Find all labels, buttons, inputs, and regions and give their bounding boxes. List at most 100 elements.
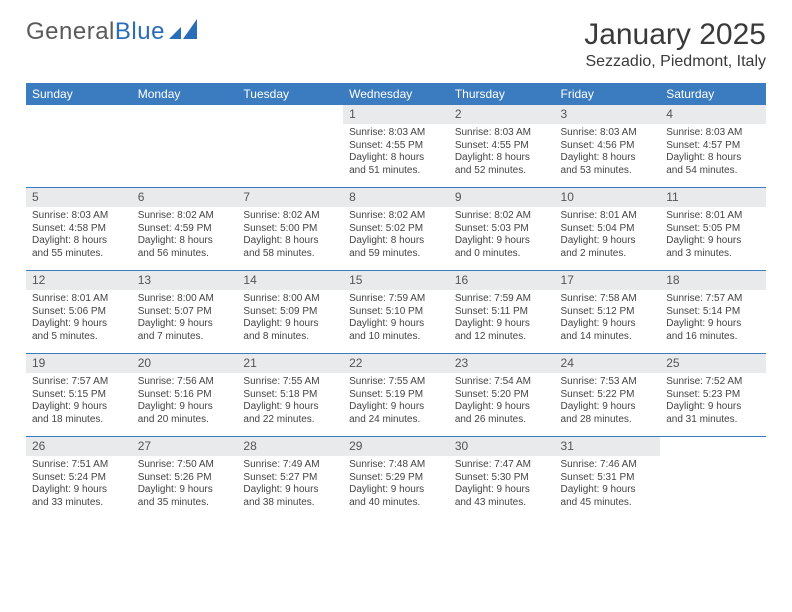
day-info: Sunrise: 8:01 AMSunset: 5:05 PMDaylight:… [660, 207, 766, 270]
daylight-text: Daylight: 9 hours [32, 401, 126, 414]
day-info: Sunrise: 7:59 AMSunset: 5:11 PMDaylight:… [449, 290, 555, 353]
day-number: 7 [237, 188, 343, 207]
page-header: GeneralBlue January 2025 Sezzadio, Piedm… [26, 18, 766, 71]
sunrise-text: Sunrise: 8:03 AM [455, 127, 549, 140]
sunrise-text: Sunrise: 7:58 AM [561, 293, 655, 306]
sunrise-text: Sunrise: 7:54 AM [455, 376, 549, 389]
day-number: 14 [237, 271, 343, 290]
sunset-text: Sunset: 4:57 PM [666, 140, 760, 153]
day-info: Sunrise: 8:00 AMSunset: 5:07 PMDaylight:… [132, 290, 238, 353]
day-cell: 12Sunrise: 8:01 AMSunset: 5:06 PMDayligh… [26, 271, 132, 354]
daylight-text: and 10 minutes. [349, 331, 443, 344]
day-cell [26, 105, 132, 188]
week-row: 26Sunrise: 7:51 AMSunset: 5:24 PMDayligh… [26, 437, 766, 519]
sunset-text: Sunset: 5:16 PM [138, 389, 232, 402]
sunrise-text: Sunrise: 8:01 AM [32, 293, 126, 306]
sunset-text: Sunset: 5:05 PM [666, 223, 760, 236]
sunrise-text: Sunrise: 7:46 AM [561, 459, 655, 472]
dow-saturday: Saturday [660, 83, 766, 105]
sunset-text: Sunset: 5:31 PM [561, 472, 655, 485]
day-number: 27 [132, 437, 238, 456]
day-cell: 23Sunrise: 7:54 AMSunset: 5:20 PMDayligh… [449, 354, 555, 437]
sunset-text: Sunset: 4:55 PM [455, 140, 549, 153]
day-cell: 9Sunrise: 8:02 AMSunset: 5:03 PMDaylight… [449, 188, 555, 271]
day-number: 8 [343, 188, 449, 207]
sunset-text: Sunset: 5:20 PM [455, 389, 549, 402]
daylight-text: and 33 minutes. [32, 497, 126, 510]
day-cell: 22Sunrise: 7:55 AMSunset: 5:19 PMDayligh… [343, 354, 449, 437]
daylight-text: Daylight: 9 hours [138, 318, 232, 331]
sunset-text: Sunset: 5:07 PM [138, 306, 232, 319]
sunrise-text: Sunrise: 8:01 AM [666, 210, 760, 223]
daylight-text: and 56 minutes. [138, 248, 232, 261]
daylight-text: and 7 minutes. [138, 331, 232, 344]
day-info: Sunrise: 8:02 AMSunset: 5:00 PMDaylight:… [237, 207, 343, 270]
day-cell: 26Sunrise: 7:51 AMSunset: 5:24 PMDayligh… [26, 437, 132, 519]
day-cell: 4Sunrise: 8:03 AMSunset: 4:57 PMDaylight… [660, 105, 766, 188]
day-number: 29 [343, 437, 449, 456]
sunset-text: Sunset: 5:30 PM [455, 472, 549, 485]
dow-thursday: Thursday [449, 83, 555, 105]
daylight-text: Daylight: 9 hours [455, 484, 549, 497]
daylight-text: and 12 minutes. [455, 331, 549, 344]
sunset-text: Sunset: 5:19 PM [349, 389, 443, 402]
day-number: 15 [343, 271, 449, 290]
day-cell: 24Sunrise: 7:53 AMSunset: 5:22 PMDayligh… [555, 354, 661, 437]
day-info: Sunrise: 7:59 AMSunset: 5:10 PMDaylight:… [343, 290, 449, 353]
sunrise-text: Sunrise: 7:59 AM [349, 293, 443, 306]
daylight-text: Daylight: 9 hours [455, 318, 549, 331]
day-cell: 3Sunrise: 8:03 AMSunset: 4:56 PMDaylight… [555, 105, 661, 188]
day-info: Sunrise: 7:48 AMSunset: 5:29 PMDaylight:… [343, 456, 449, 519]
day-number: 26 [26, 437, 132, 456]
sunset-text: Sunset: 5:06 PM [32, 306, 126, 319]
day-cell: 18Sunrise: 7:57 AMSunset: 5:14 PMDayligh… [660, 271, 766, 354]
day-info: Sunrise: 8:00 AMSunset: 5:09 PMDaylight:… [237, 290, 343, 353]
sunset-text: Sunset: 4:56 PM [561, 140, 655, 153]
sunset-text: Sunset: 5:00 PM [243, 223, 337, 236]
daylight-text: Daylight: 8 hours [561, 152, 655, 165]
daylight-text: Daylight: 9 hours [32, 318, 126, 331]
daylight-text: Daylight: 9 hours [138, 484, 232, 497]
day-cell: 14Sunrise: 8:00 AMSunset: 5:09 PMDayligh… [237, 271, 343, 354]
day-info: Sunrise: 7:55 AMSunset: 5:19 PMDaylight:… [343, 373, 449, 436]
sunrise-text: Sunrise: 7:50 AM [138, 459, 232, 472]
daylight-text: and 28 minutes. [561, 414, 655, 427]
daylight-text: and 38 minutes. [243, 497, 337, 510]
daylight-text: Daylight: 9 hours [349, 401, 443, 414]
daylight-text: Daylight: 9 hours [138, 401, 232, 414]
day-number: 21 [237, 354, 343, 373]
sunrise-text: Sunrise: 8:02 AM [138, 210, 232, 223]
day-info: Sunrise: 7:53 AMSunset: 5:22 PMDaylight:… [555, 373, 661, 436]
daylight-text: Daylight: 9 hours [666, 401, 760, 414]
daylight-text: and 40 minutes. [349, 497, 443, 510]
daylight-text: and 52 minutes. [455, 165, 549, 178]
daylight-text: Daylight: 9 hours [561, 235, 655, 248]
day-number: 28 [237, 437, 343, 456]
week-row: 19Sunrise: 7:57 AMSunset: 5:15 PMDayligh… [26, 354, 766, 437]
day-cell: 1Sunrise: 8:03 AMSunset: 4:55 PMDaylight… [343, 105, 449, 188]
daylight-text: Daylight: 8 hours [138, 235, 232, 248]
day-number: 22 [343, 354, 449, 373]
daylight-text: and 31 minutes. [666, 414, 760, 427]
day-cell: 28Sunrise: 7:49 AMSunset: 5:27 PMDayligh… [237, 437, 343, 519]
sunset-text: Sunset: 5:02 PM [349, 223, 443, 236]
day-number: 30 [449, 437, 555, 456]
sunset-text: Sunset: 4:55 PM [349, 140, 443, 153]
sunset-text: Sunset: 5:12 PM [561, 306, 655, 319]
week-row: 1Sunrise: 8:03 AMSunset: 4:55 PMDaylight… [26, 105, 766, 188]
day-cell: 7Sunrise: 8:02 AMSunset: 5:00 PMDaylight… [237, 188, 343, 271]
day-number: 25 [660, 354, 766, 373]
day-cell: 30Sunrise: 7:47 AMSunset: 5:30 PMDayligh… [449, 437, 555, 519]
daylight-text: Daylight: 9 hours [243, 318, 337, 331]
sunset-text: Sunset: 5:10 PM [349, 306, 443, 319]
sunrise-text: Sunrise: 8:03 AM [561, 127, 655, 140]
day-number: 23 [449, 354, 555, 373]
daylight-text: Daylight: 8 hours [349, 235, 443, 248]
day-info: Sunrise: 7:49 AMSunset: 5:27 PMDaylight:… [237, 456, 343, 519]
daylight-text: and 26 minutes. [455, 414, 549, 427]
day-info: Sunrise: 7:57 AMSunset: 5:15 PMDaylight:… [26, 373, 132, 436]
sunrise-text: Sunrise: 8:02 AM [243, 210, 337, 223]
day-cell: 16Sunrise: 7:59 AMSunset: 5:11 PMDayligh… [449, 271, 555, 354]
daylight-text: Daylight: 9 hours [349, 484, 443, 497]
daylight-text: Daylight: 9 hours [455, 235, 549, 248]
